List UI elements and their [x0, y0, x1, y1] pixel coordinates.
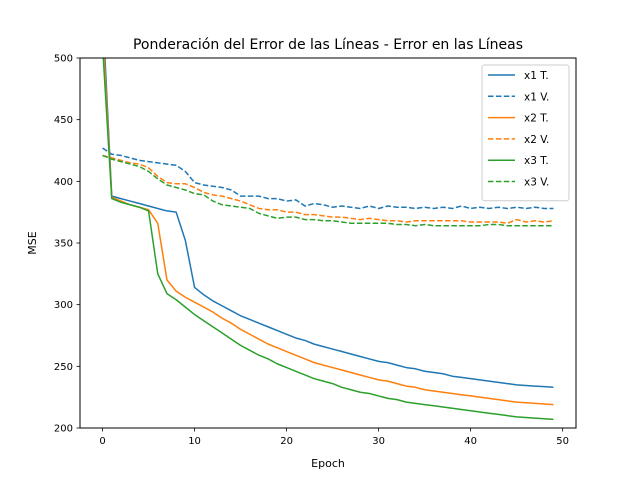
legend-label: x1 T. — [524, 70, 549, 82]
legend-label: x3 T. — [524, 155, 549, 167]
x-tick-label: 0 — [99, 436, 105, 447]
x-tick-label: 20 — [280, 436, 293, 447]
x-axis-label: Epoch — [311, 457, 345, 470]
y-tick-label: 450 — [54, 115, 73, 126]
series-line-4 — [102, 154, 554, 225]
series-line-5 — [102, 58, 554, 421]
y-tick-label: 250 — [54, 362, 73, 373]
series-line-6 — [102, 154, 554, 227]
x-axis: 0 10 20 30 40 50 — [99, 428, 569, 447]
legend-box — [481, 64, 570, 202]
series-layer — [102, 58, 554, 421]
x-tick-label: 30 — [372, 436, 385, 447]
legend-label: x2 T. — [524, 113, 549, 125]
x-tick-label: 40 — [464, 436, 477, 447]
y-tick-label: 350 — [54, 239, 73, 250]
series-line-3 — [103, 58, 554, 406]
y-tick-label: 500 — [54, 54, 73, 65]
legend-label: x1 V. — [524, 91, 549, 103]
series-line-1 — [104, 58, 554, 389]
y-axis: 200 250 300 350 400 450 500 — [54, 54, 80, 435]
legend-label: x2 V. — [524, 134, 549, 146]
legend-label: x3 V. — [524, 177, 549, 189]
legend: x1 T. x1 V. x2 T. x2 V. x3 T. x3 V. — [481, 64, 570, 202]
y-axis-label: MSE — [26, 231, 39, 254]
y-tick-label: 200 — [54, 424, 73, 435]
x-tick-label: 50 — [556, 436, 569, 447]
y-tick-label: 400 — [54, 177, 73, 188]
chart-title: Ponderación del Error de las Líneas - Er… — [133, 37, 523, 53]
y-tick-label: 300 — [54, 300, 73, 311]
x-tick-label: 10 — [188, 436, 201, 447]
series-line-2 — [102, 147, 554, 210]
